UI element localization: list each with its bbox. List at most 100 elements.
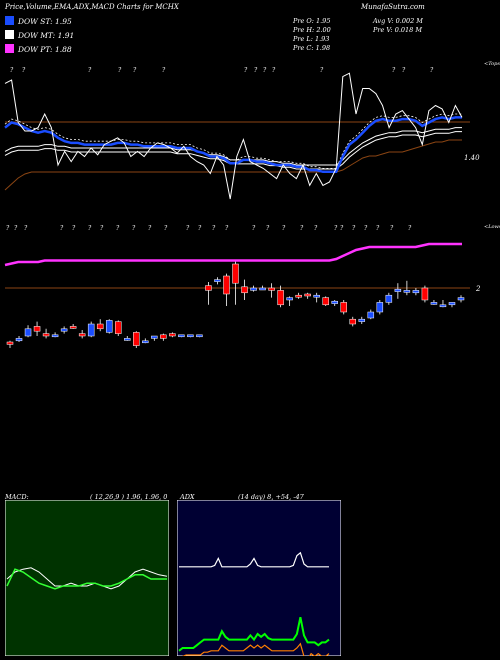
low-marker: ? xyxy=(72,225,76,232)
legend-item-dow-pt: DOW PT: 1.88 xyxy=(5,44,72,54)
low-marker: ? xyxy=(364,225,368,232)
chart-title: Price,Volume,EMA,ADX,MACD Charts for MCH… xyxy=(5,3,179,11)
candle-body xyxy=(187,334,194,338)
candle-body xyxy=(340,302,347,313)
candle-body xyxy=(24,328,32,337)
stat-avg-volume: Avg V: 0.002 M xyxy=(373,17,423,25)
dow-mt-line xyxy=(4,127,462,166)
top-marker: ? xyxy=(88,67,92,74)
low-marker: ? xyxy=(340,225,344,232)
top-marker: ? xyxy=(118,67,122,74)
candle-body xyxy=(114,321,122,334)
low-marker: ? xyxy=(212,225,216,232)
site-name-text: MunafaSutra.com xyxy=(361,3,425,11)
candle-body xyxy=(223,275,230,295)
top-marker: ? xyxy=(320,67,324,74)
price-axis-label: 1.40 xyxy=(464,154,480,162)
plus-di-line xyxy=(178,616,330,652)
macd-label: MACD: xyxy=(5,493,29,501)
candle-body xyxy=(87,323,95,337)
candle-body xyxy=(33,326,41,332)
lower-band-line xyxy=(4,139,462,191)
top-marker: ? xyxy=(10,67,14,74)
adx-params: (14 day) 8, +54, -47 xyxy=(238,493,304,501)
macd-label-text: MACD: xyxy=(5,493,29,501)
candle-body xyxy=(214,279,221,282)
low-marker: ? xyxy=(334,225,338,232)
adx-label: ADX xyxy=(180,493,195,501)
low-marker: ? xyxy=(198,225,202,232)
stat-high: Pre H: 2.00 xyxy=(293,26,331,34)
candle-body xyxy=(160,334,167,339)
low-marker: ? xyxy=(24,225,28,232)
stat-low: Pre L: 1.93 xyxy=(293,35,330,43)
top-marker: ? xyxy=(402,67,406,74)
candle-body xyxy=(322,297,329,306)
low-marker: ? xyxy=(300,225,304,232)
low-marker: ? xyxy=(148,225,152,232)
legend-item-dow-st: DOW ST: 1.95 xyxy=(5,16,72,26)
candle-body xyxy=(241,286,248,294)
candle-body xyxy=(124,338,131,341)
stat-open: Pre O: 1.95 xyxy=(293,17,331,25)
low-marker: ? xyxy=(6,225,10,232)
dow-pt-line xyxy=(4,242,462,267)
adx-line xyxy=(179,551,329,568)
candle-body xyxy=(376,302,384,313)
dow-st-swatch xyxy=(5,16,14,25)
macd-params-text: ( 12,26,9 ) 1.96, 1.96, 0 xyxy=(90,493,168,501)
candle-body xyxy=(142,340,149,344)
macd-line xyxy=(6,567,168,590)
adx-panel-frame xyxy=(177,500,341,656)
candle-body xyxy=(232,263,239,284)
top-marker: ? xyxy=(272,67,276,74)
low-marker: ? xyxy=(14,225,18,232)
candle-body xyxy=(295,294,302,298)
low-marker: ? xyxy=(266,225,270,232)
candle-body xyxy=(358,318,366,322)
stat-prev-volume: Pre V: 0.018 M xyxy=(373,26,423,34)
macd-panel-frame xyxy=(5,500,169,656)
low-marker: ? xyxy=(282,225,286,232)
dow-mt-swatch xyxy=(5,30,14,39)
price-chart: ????????????? ? <Tops?????????????????????… xyxy=(4,61,500,348)
candle-body xyxy=(51,334,59,338)
chart-title-text: Price,Volume,EMA,ADX,MACD Charts for MCH… xyxy=(5,3,179,11)
candle-body xyxy=(96,323,104,330)
top-marker: ? xyxy=(392,67,396,74)
adx-panel xyxy=(177,500,341,656)
top-marker: ? xyxy=(22,67,26,74)
low-marker: ? xyxy=(314,225,318,232)
top-marker: ? xyxy=(162,67,166,74)
candle-body xyxy=(69,326,77,329)
low-marker: ? xyxy=(132,225,136,232)
candle-body xyxy=(105,320,113,333)
candle-body xyxy=(430,302,438,305)
top-marker: ? xyxy=(263,67,267,74)
candle-body xyxy=(6,341,14,345)
candle-body xyxy=(259,287,266,291)
low-marker: ? xyxy=(352,225,356,232)
candle-body xyxy=(151,335,158,339)
signal-axis-label: 2 xyxy=(475,285,481,293)
candle-body xyxy=(412,290,420,294)
candle-body xyxy=(42,333,50,337)
top-markers: ?????????????? xyxy=(10,67,434,74)
adx-label-text: ADX xyxy=(180,493,195,501)
low-marker: ? xyxy=(225,225,229,232)
candle-body xyxy=(196,334,203,338)
candle-body xyxy=(277,290,284,306)
top-marker: ? xyxy=(133,67,137,74)
legend-label-dow-mt: DOW MT: 1.91 xyxy=(18,31,75,40)
macd-params: ( 12,26,9 ) 1.96, 1.96, 0 xyxy=(90,493,167,501)
candle-body xyxy=(15,338,23,342)
candle-body xyxy=(448,302,456,306)
candle-body xyxy=(169,333,176,337)
candle-body xyxy=(268,287,275,291)
candle-body xyxy=(367,311,375,319)
legend-label-dow-pt: DOW PT: 1.88 xyxy=(18,45,72,54)
candle-body xyxy=(385,294,393,303)
low-marker: ? xyxy=(390,225,394,232)
candle-body xyxy=(349,318,357,325)
candle-body xyxy=(421,287,429,301)
